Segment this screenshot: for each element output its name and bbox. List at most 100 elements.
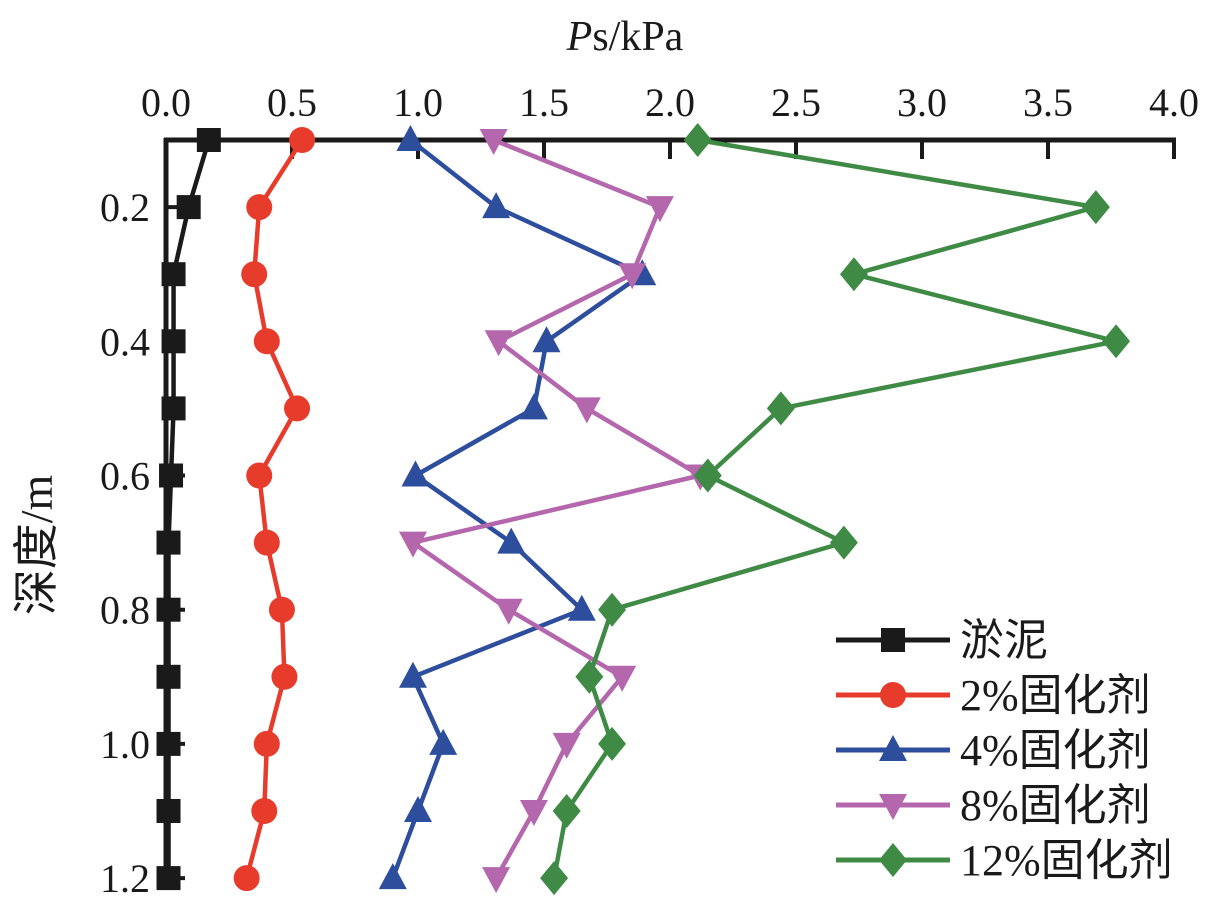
data-point-circle [284, 395, 311, 422]
series-circle [233, 127, 316, 892]
data-point-circle [268, 596, 295, 623]
data-point-diamond [575, 659, 604, 694]
x-tick-label: 0.5 [267, 80, 317, 125]
legend-label: 淤泥 [960, 616, 1048, 665]
data-point-triangle-down [618, 263, 647, 290]
data-point-circle [880, 682, 906, 708]
data-point-square [156, 731, 181, 756]
data-point-triangle-up [396, 125, 425, 151]
data-point-square [159, 463, 184, 488]
data-point-triangle-up [482, 192, 511, 219]
y-tick-label: 0.8 [100, 588, 150, 633]
y-tick-label: 0.6 [100, 454, 150, 499]
data-point-triangle-down [494, 598, 523, 625]
legend-item: 淤泥 [836, 616, 1048, 665]
data-point-circle [246, 194, 273, 221]
data-point-diamond [683, 123, 712, 157]
data-point-circle [253, 730, 280, 757]
data-point-diamond [766, 391, 795, 426]
data-point-triangle-up [567, 594, 596, 621]
x-tick-label: 3.5 [1023, 80, 1073, 125]
legend-item: 4%固化剂 [836, 726, 1151, 775]
data-point-diamond [839, 257, 868, 292]
x-tick-label: 1.0 [393, 80, 443, 125]
data-point-circle [253, 328, 280, 355]
data-point-diamond [552, 794, 581, 828]
data-point-triangle-up [398, 661, 427, 688]
series-diamond [540, 123, 1131, 896]
data-point-square [156, 866, 181, 891]
data-point-diamond [540, 861, 569, 896]
data-point-square [156, 597, 181, 622]
data-point-square [161, 396, 186, 421]
x-tick-label: 4.0 [1149, 80, 1199, 125]
legend-label: 2%固化剂 [960, 671, 1151, 720]
x-tick-label: 1.5 [519, 80, 569, 125]
legend-item: 2%固化剂 [836, 671, 1151, 720]
x-tick-label: 2.5 [771, 80, 821, 125]
data-point-triangle-up [879, 735, 907, 761]
series-line [551, 137, 1119, 879]
series-line [390, 138, 645, 879]
data-point-triangle-down [484, 330, 513, 357]
data-point-diamond [598, 726, 627, 761]
data-point-square [176, 195, 201, 220]
data-point-triangle-down [879, 794, 907, 820]
data-point-triangle-down [572, 397, 601, 424]
y-tick-label: 1.0 [100, 722, 150, 767]
series-square [156, 128, 221, 891]
legend-item: 12%固化剂 [836, 836, 1173, 885]
data-point-triangle-up [519, 393, 548, 420]
data-point-triangle-down [608, 665, 637, 692]
data-point-triangle-up [497, 527, 526, 554]
x-tick-label: 0.0 [141, 80, 191, 125]
data-point-circle [271, 663, 298, 690]
data-point-square [156, 530, 181, 555]
data-point-diamond [1102, 324, 1131, 359]
chart-title: Ps/kPa [566, 14, 684, 60]
data-point-diamond [1081, 190, 1110, 225]
legend: 淤泥 2%固化剂 4%固化剂 8%固化剂 12%固化剂 [836, 616, 1173, 885]
series-line [166, 139, 211, 879]
data-point-circle [289, 127, 316, 153]
legend-item: 8%固化剂 [836, 781, 1151, 830]
data-point-square [881, 628, 905, 652]
y-tick-label: 0.2 [100, 185, 150, 230]
x-tick-label: 3.0 [897, 80, 947, 125]
data-point-circle [251, 798, 278, 824]
data-point-circle [241, 261, 268, 288]
series-line [244, 138, 304, 879]
data-point-triangle-down [482, 867, 511, 894]
x-tick-label: 2.0 [645, 80, 695, 125]
series-line [410, 137, 703, 880]
x-axis-ticks: 0.0 0.5 1.0 1.5 2.0 2.5 3.0 3.5 4.0 [141, 80, 1199, 159]
data-point-triangle-down [552, 732, 581, 759]
data-point-square [161, 262, 186, 287]
data-point-triangle-up [532, 326, 561, 353]
data-point-triangle-up [378, 863, 407, 890]
data-point-diamond [598, 592, 627, 627]
y-tick-label: 0.4 [100, 319, 150, 364]
data-point-circle [233, 865, 260, 892]
series-layer [156, 123, 1131, 896]
data-point-square [161, 329, 186, 354]
data-point-circle [253, 529, 280, 556]
y-axis-label: 深度/m [11, 475, 62, 616]
data-point-triangle-up [429, 728, 458, 755]
data-point-triangle-down [398, 531, 427, 558]
data-point-triangle-down [479, 129, 508, 155]
data-point-diamond [879, 843, 907, 877]
data-point-triangle-down [519, 800, 548, 826]
legend-label: 12%固化剂 [960, 836, 1173, 885]
data-point-triangle-up [404, 796, 432, 822]
data-point-diamond [829, 525, 858, 560]
data-point-square [196, 128, 221, 152]
legend-label: 4%固化剂 [960, 726, 1151, 775]
chart-title-rest-part: s/kPa [592, 14, 683, 60]
legend-label: 8%固化剂 [960, 781, 1151, 830]
data-point-square [156, 799, 181, 823]
data-point-circle [246, 462, 273, 489]
data-point-square [156, 664, 181, 689]
